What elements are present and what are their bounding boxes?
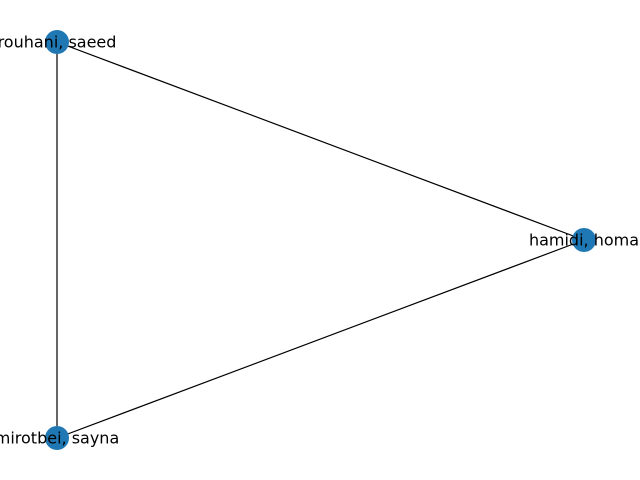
edge-layer — [56, 41, 585, 439]
node-label-mirotbei: mirotbei, sayna — [0, 429, 119, 448]
edge-rouhani-hamidi — [56, 41, 585, 241]
label-layer: rouhani, saeed hamidi, homa mirotbei, sayn… — [0, 33, 639, 448]
node-label-hamidi: hamidi, homa — [529, 231, 639, 250]
node-rouhani — [45, 30, 69, 54]
node-label-rouhani: rouhani, saeed — [0, 33, 116, 52]
node-hamidi — [572, 228, 596, 252]
node-mirotbei — [45, 426, 69, 450]
edge-mirotbei-hamidi — [56, 239, 585, 439]
node-layer — [45, 30, 596, 450]
